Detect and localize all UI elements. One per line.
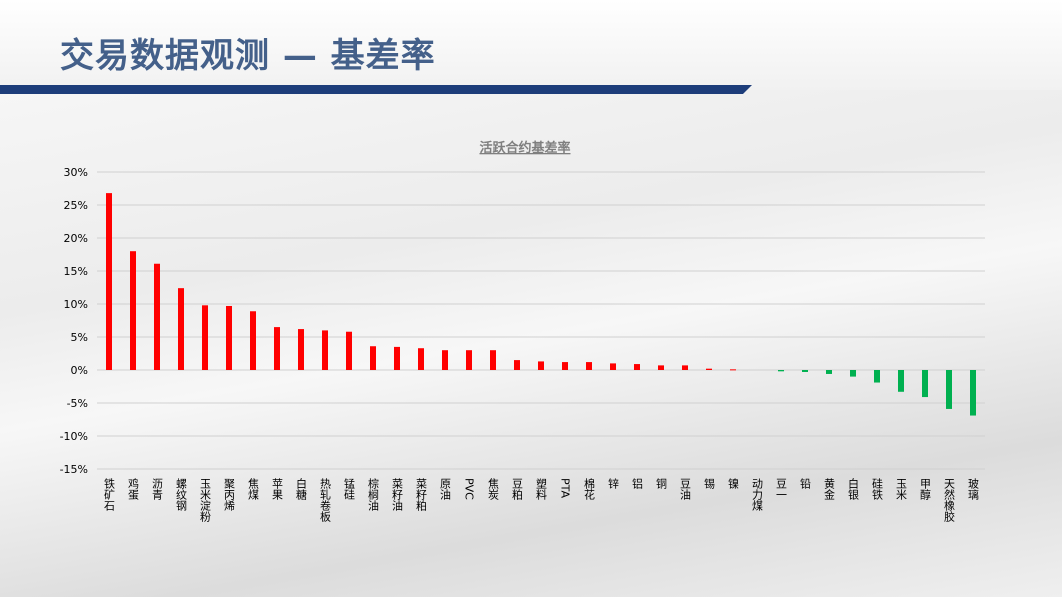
x-tick-label: 锌 xyxy=(607,477,620,489)
bar-天然橡胶 xyxy=(946,370,952,409)
x-tick-label: 焦煤 xyxy=(247,478,260,501)
x-tick-label: 塑料 xyxy=(535,477,548,501)
y-tick-label: 0% xyxy=(71,364,88,377)
chart-title: 活跃合约基差率 xyxy=(479,140,570,156)
x-tick-label: 锰硅 xyxy=(343,477,356,500)
x-tick-label: 白银 xyxy=(847,477,860,501)
bar-苹果 xyxy=(274,327,280,370)
bar-白糖 xyxy=(298,329,304,370)
header: 交易数据观测 — 基差率 xyxy=(0,0,1062,94)
y-tick-label: 5% xyxy=(71,331,88,344)
bar-焦煤 xyxy=(250,311,256,370)
x-tick-label: 豆粕 xyxy=(511,478,524,500)
bar-玻璃 xyxy=(970,370,976,416)
header-bar xyxy=(0,85,752,94)
y-tick-label: -15% xyxy=(60,463,88,476)
x-tick-label: 聚丙烯 xyxy=(223,478,236,512)
x-tick-label: 沥青 xyxy=(151,478,164,501)
bar-螺纹钢 xyxy=(178,288,184,370)
bar-白银 xyxy=(850,370,856,377)
x-tick-label: 棉花 xyxy=(583,477,596,500)
x-tick-label: 鸡蛋 xyxy=(127,477,140,501)
bar-鸡蛋 xyxy=(130,251,136,370)
x-tick-label: 热轧卷板 xyxy=(319,478,332,523)
x-tick-label: 玻璃 xyxy=(967,478,980,501)
bar-锡 xyxy=(706,368,712,370)
bar-豆油 xyxy=(682,365,688,370)
x-tick-label: 黄金 xyxy=(823,477,836,500)
x-tick-label: 棕榈油 xyxy=(367,477,380,511)
x-tick-label: 玉米 xyxy=(895,478,908,501)
x-tick-label: 铜 xyxy=(655,477,668,490)
bar-铁矿石 xyxy=(106,193,112,370)
bar-锌 xyxy=(610,363,616,370)
x-tick-label: 菜籽油 xyxy=(391,478,404,511)
y-tick-label: -10% xyxy=(60,430,88,443)
x-tick-label: 铝 xyxy=(631,477,644,489)
x-tick-label: 天然橡胶 xyxy=(943,478,956,523)
bar-锰硅 xyxy=(346,331,352,370)
y-tick-label: 25% xyxy=(64,199,88,212)
bar-PTA xyxy=(562,362,568,370)
x-tick-label: 豆一 xyxy=(775,478,788,500)
x-tick-label: PTA xyxy=(559,478,572,498)
bar-玉米 xyxy=(898,370,904,392)
bar-原油 xyxy=(442,350,448,370)
bar-玉米淀粉 xyxy=(202,305,208,370)
x-tick-label: PVC xyxy=(463,478,476,500)
bar-菜籽粕 xyxy=(418,348,424,370)
bar-热轧卷板 xyxy=(322,330,328,370)
bar-硅铁 xyxy=(874,370,880,383)
bar-棕榈油 xyxy=(370,346,376,370)
bar-铅 xyxy=(802,370,808,372)
x-tick-label: 豆油 xyxy=(679,478,692,500)
bar-聚丙烯 xyxy=(226,305,232,370)
bar-沥青 xyxy=(154,263,160,370)
x-tick-label: 镍 xyxy=(727,477,740,490)
bar-塑料 xyxy=(538,361,544,370)
x-tick-label: 动力煤 xyxy=(751,478,764,512)
y-tick-label: 10% xyxy=(64,298,88,311)
x-tick-label: 铁矿石 xyxy=(103,478,116,511)
x-tick-label: 玉米淀粉 xyxy=(199,478,212,522)
x-tick-label: 螺纹钢 xyxy=(175,478,188,511)
bar-菜籽油 xyxy=(394,346,400,370)
x-tick-label: 硅铁 xyxy=(871,478,884,500)
bar-甲醇 xyxy=(922,370,928,398)
x-tick-label: 甲醇 xyxy=(919,478,932,500)
y-tick-label: 30% xyxy=(64,166,88,179)
x-tick-label: 原油 xyxy=(439,478,452,500)
bar-焦炭 xyxy=(490,350,496,370)
x-tick-label: 铅 xyxy=(799,477,812,489)
x-tick-label: 菜籽粕 xyxy=(415,478,428,511)
y-tick-label: 20% xyxy=(64,232,88,245)
bar-铜 xyxy=(658,365,664,370)
bar-铝 xyxy=(634,364,640,370)
y-tick-label: 15% xyxy=(64,265,88,278)
x-tick-label: 锡 xyxy=(703,477,716,490)
bar-镍 xyxy=(730,369,736,371)
bar-豆粕 xyxy=(514,360,520,370)
bar-棉花 xyxy=(586,362,592,370)
bar-豆一 xyxy=(778,370,784,372)
page-title: 交易数据观测 — 基差率 xyxy=(60,36,436,76)
bar-黄金 xyxy=(826,370,832,374)
x-tick-label: 苹果 xyxy=(271,477,284,501)
y-tick-label: -5% xyxy=(67,397,88,410)
bar-PVC xyxy=(466,350,472,370)
x-tick-label: 焦炭 xyxy=(487,478,500,501)
x-tick-label: 白糖 xyxy=(295,477,308,501)
